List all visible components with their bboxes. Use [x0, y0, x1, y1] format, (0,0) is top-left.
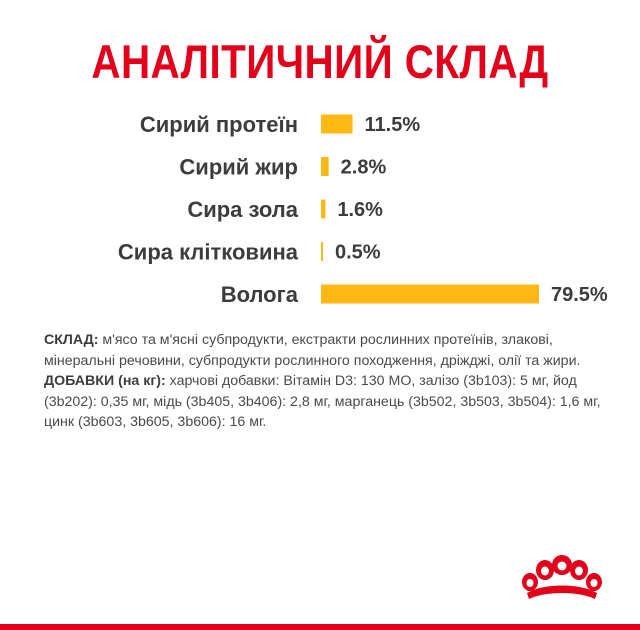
bar [321, 242, 323, 261]
value-label: 11.5% [365, 114, 421, 136]
royal-canin-crown-icon [522, 555, 602, 599]
value-label: 2.8% [341, 157, 387, 179]
additives-label: ДОБАВКИ (на кг): [44, 373, 166, 389]
category-label: Сира зола [187, 197, 298, 222]
page-title: АНАЛІТИЧНИЙ СКЛАД [91, 35, 549, 88]
composition-text: м'ясо та м'ясні субпродукти, екстракти р… [44, 332, 581, 369]
composition-paragraph: СКЛАД: м'ясо та м'ясні субпродукти, екст… [44, 330, 604, 371]
bar [321, 157, 329, 176]
composition-text-block: СКЛАД: м'ясо та м'ясні субпродукти, екст… [44, 330, 604, 433]
category-label: Волога [221, 282, 299, 307]
category-label: Сирий протеїн [140, 112, 298, 137]
category-label: Сира клітковина [118, 240, 299, 265]
additives-paragraph: ДОБАВКИ (на кг): харчові добавки: Вітамі… [44, 371, 604, 433]
bar [321, 199, 326, 219]
footer-accent-bar [0, 624, 640, 630]
bar [321, 284, 539, 304]
bar-chart: Сирий протеїн 11.5% Сирий жир 2.8% Сира зола… [118, 112, 608, 307]
bar [321, 114, 353, 134]
additives-text: харчові добавки: Вітамін D3: 130 МО, зал… [44, 373, 601, 430]
value-label: 0.5% [335, 242, 381, 264]
value-label: 1.6% [337, 199, 383, 221]
category-label: Сирий жир [179, 155, 298, 180]
composition-label: СКЛАД: [44, 332, 99, 348]
value-label: 79.5% [551, 284, 608, 306]
